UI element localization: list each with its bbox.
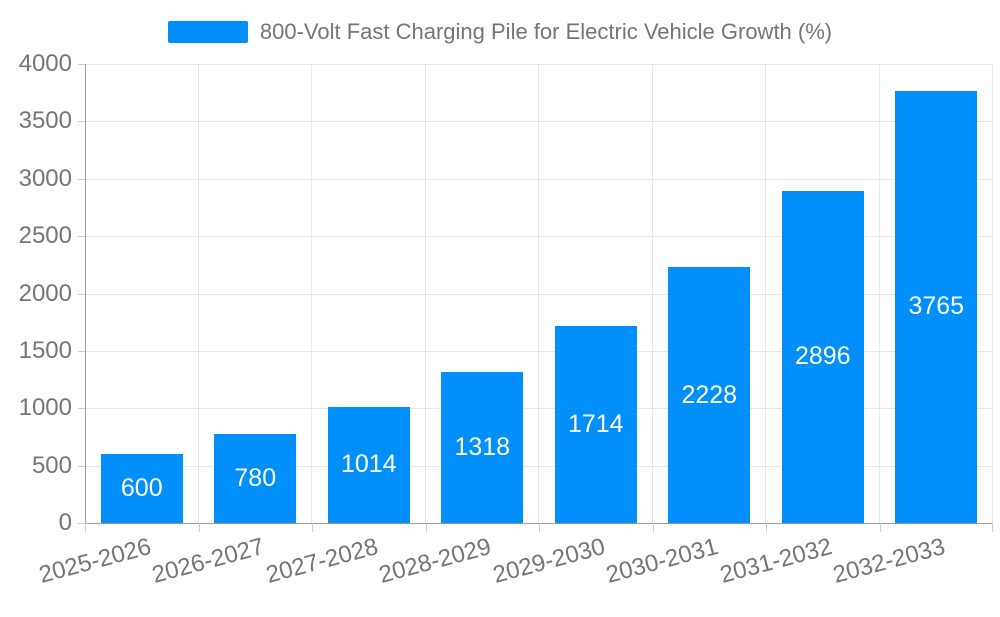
gridline-horizontal <box>85 121 993 123</box>
gridline-vertical <box>878 64 880 523</box>
bar-value-label: 3765 <box>908 292 965 321</box>
plot-area: 600 780 1014 1318 1714 2228 2896 3765 <box>85 64 993 524</box>
gridline-horizontal <box>85 465 993 467</box>
bar[interactable]: 2228 <box>668 267 751 523</box>
y-axis-tick <box>78 236 85 238</box>
gridline-vertical <box>651 64 653 523</box>
gridline-horizontal <box>85 293 993 295</box>
bar-chart: 800-Volt Fast Charging Pile for Electric… <box>0 17 1000 589</box>
y-tick-label: 2500 <box>18 222 72 250</box>
x-axis-tick <box>652 523 654 532</box>
y-axis-tick <box>78 293 85 295</box>
bar[interactable]: 1714 <box>554 326 637 523</box>
gridline-vertical <box>311 64 312 523</box>
bar-value-label: 1714 <box>567 410 624 439</box>
y-tick-label: 1500 <box>18 336 72 364</box>
gridline-vertical <box>538 64 539 523</box>
bar-value-label: 780 <box>234 463 277 492</box>
y-tick-label: 2000 <box>18 279 72 307</box>
bar-value-label: 600 <box>120 474 163 503</box>
y-tick-label: 0 <box>58 509 72 536</box>
bar[interactable]: 1014 <box>327 406 410 523</box>
gridline-horizontal <box>85 350 993 352</box>
x-axis-tick <box>992 523 993 532</box>
y-tick-label: 3500 <box>18 107 72 135</box>
gridline-horizontal <box>85 64 993 65</box>
bar-value-label: 2896 <box>794 342 851 371</box>
y-tick-label: 500 <box>31 451 72 479</box>
gridline-horizontal <box>85 178 993 180</box>
legend-swatch <box>167 21 248 43</box>
x-axis-tick <box>425 523 427 532</box>
x-axis-tick <box>539 523 540 532</box>
x-axis-tick <box>198 523 200 532</box>
y-axis-tick <box>78 408 85 410</box>
gridline-horizontal <box>85 408 993 410</box>
y-axis-tick <box>78 178 85 180</box>
bar-value-label: 1318 <box>454 432 511 461</box>
legend-label: 800-Volt Fast Charging Pile for Electric… <box>259 19 833 44</box>
x-axis-tick <box>766 523 767 532</box>
y-axis-line <box>85 64 86 523</box>
x-axis-tick <box>879 523 881 532</box>
y-axis-tick <box>78 64 85 65</box>
x-axis-tick <box>85 523 86 532</box>
y-axis-tick <box>78 350 85 352</box>
y-axis-tick <box>78 121 85 123</box>
gridline-vertical <box>424 64 426 523</box>
bar[interactable]: 1318 <box>441 371 524 523</box>
gridline-vertical <box>992 64 993 523</box>
y-tick-label: 1000 <box>18 394 72 422</box>
bar[interactable]: 3765 <box>895 90 978 523</box>
bar[interactable]: 2896 <box>781 190 864 523</box>
gridline-vertical <box>197 64 199 523</box>
bar-value-label: 1014 <box>340 450 397 479</box>
gridline-vertical <box>765 64 766 523</box>
x-axis-tick <box>312 523 313 532</box>
y-tick-label: 4000 <box>18 50 72 77</box>
y-axis-tick <box>78 523 85 524</box>
y-axis-tick <box>78 465 85 467</box>
y-tick-label: 3000 <box>18 164 72 192</box>
legend-item[interactable]: 800-Volt Fast Charging Pile for Electric… <box>0 17 1000 47</box>
bar-value-label: 2228 <box>681 380 738 409</box>
bar[interactable]: 600 <box>100 454 183 523</box>
gridline-horizontal <box>85 236 993 238</box>
bar[interactable]: 780 <box>214 433 297 523</box>
